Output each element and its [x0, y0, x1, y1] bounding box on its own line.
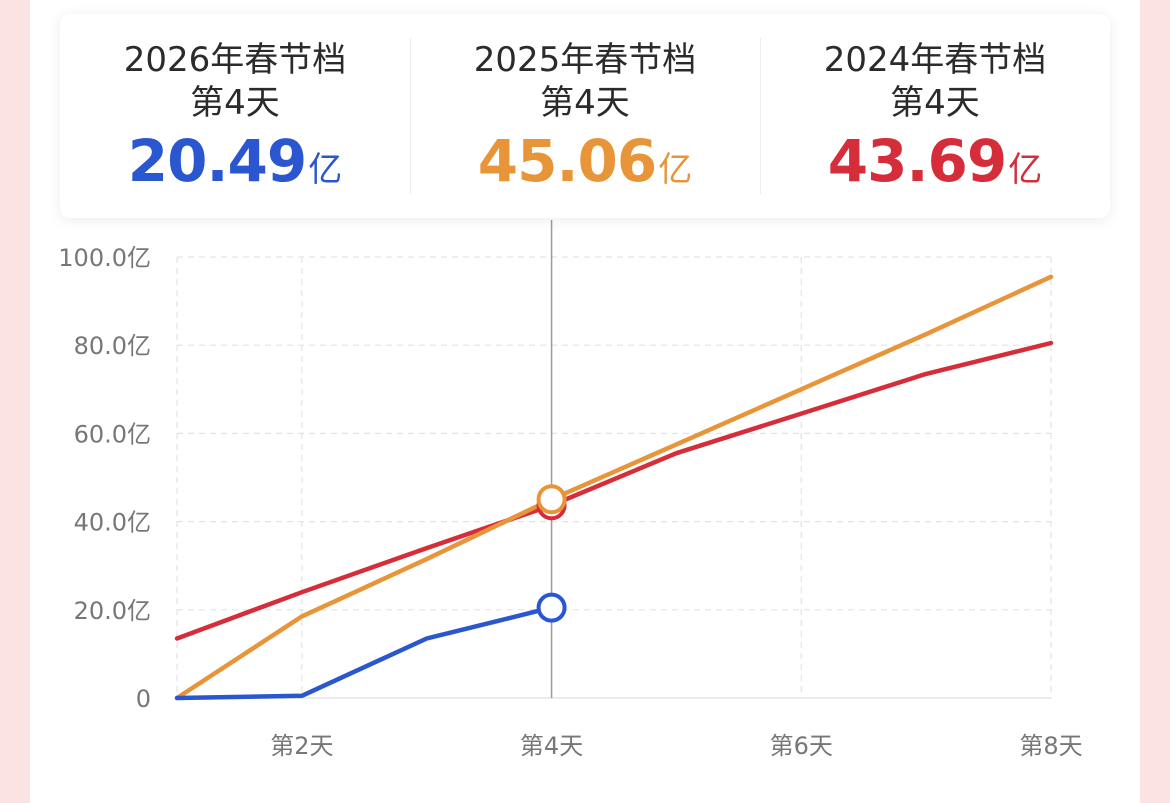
y-tick-label: 100.0亿	[58, 244, 151, 272]
y-tick-label: 80.0亿	[74, 332, 151, 360]
chart-markers	[536, 484, 567, 623]
series-marker-2	[536, 592, 567, 623]
summary-day: 第4天	[540, 83, 630, 123]
day-summary-card: 2026年春节档 第4天 20.49亿 2025年春节档 第4天 45.06亿 …	[60, 14, 1110, 218]
summary-value-line: 45.06亿	[410, 130, 760, 207]
y-tick-label: 40.0亿	[74, 509, 151, 537]
chart-series	[174, 274, 1054, 701]
summary-2026: 2026年春节档 第4天 20.49亿	[60, 14, 410, 218]
summary-2025: 2025年春节档 第4天 45.06亿	[410, 14, 760, 218]
summary-value-line: 20.49亿	[60, 130, 410, 207]
chart-panel: 0 20.0亿 40.0亿 60.0亿 80.0亿 100.0亿 第2天 第4天 第6天 第8天 …	[30, 0, 1140, 803]
x-tick-label: 第4天	[520, 732, 583, 760]
y-tick-label: 20.0亿	[74, 597, 151, 625]
series-line-0	[174, 340, 1054, 641]
summary-day: 第4天	[190, 83, 280, 123]
series-line-2	[174, 605, 554, 701]
summary-value-line: 43.69亿	[760, 130, 1110, 207]
y-tick-label: 0	[136, 685, 151, 713]
summary-title: 2026年春节档	[123, 40, 347, 80]
x-tick-label: 第2天	[270, 732, 333, 760]
summary-title: 2025年春节档	[473, 40, 697, 80]
x-tick-label: 第6天	[770, 732, 833, 760]
summary-unit: 亿	[1008, 150, 1043, 190]
summary-day: 第4天	[890, 83, 980, 123]
series-marker-1	[536, 484, 567, 515]
x-tick-label: 第8天	[1019, 732, 1082, 760]
summary-title: 2024年春节档	[823, 40, 1047, 80]
summary-2024: 2024年春节档 第4天 43.69亿	[760, 14, 1110, 218]
summary-value: 45.06	[477, 127, 657, 195]
summary-unit: 亿	[658, 150, 693, 190]
y-tick-label: 60.0亿	[74, 420, 151, 448]
summary-value: 43.69	[827, 127, 1007, 195]
summary-value: 20.49	[127, 127, 307, 195]
series-line-1	[174, 274, 1054, 701]
summary-unit: 亿	[308, 150, 343, 190]
